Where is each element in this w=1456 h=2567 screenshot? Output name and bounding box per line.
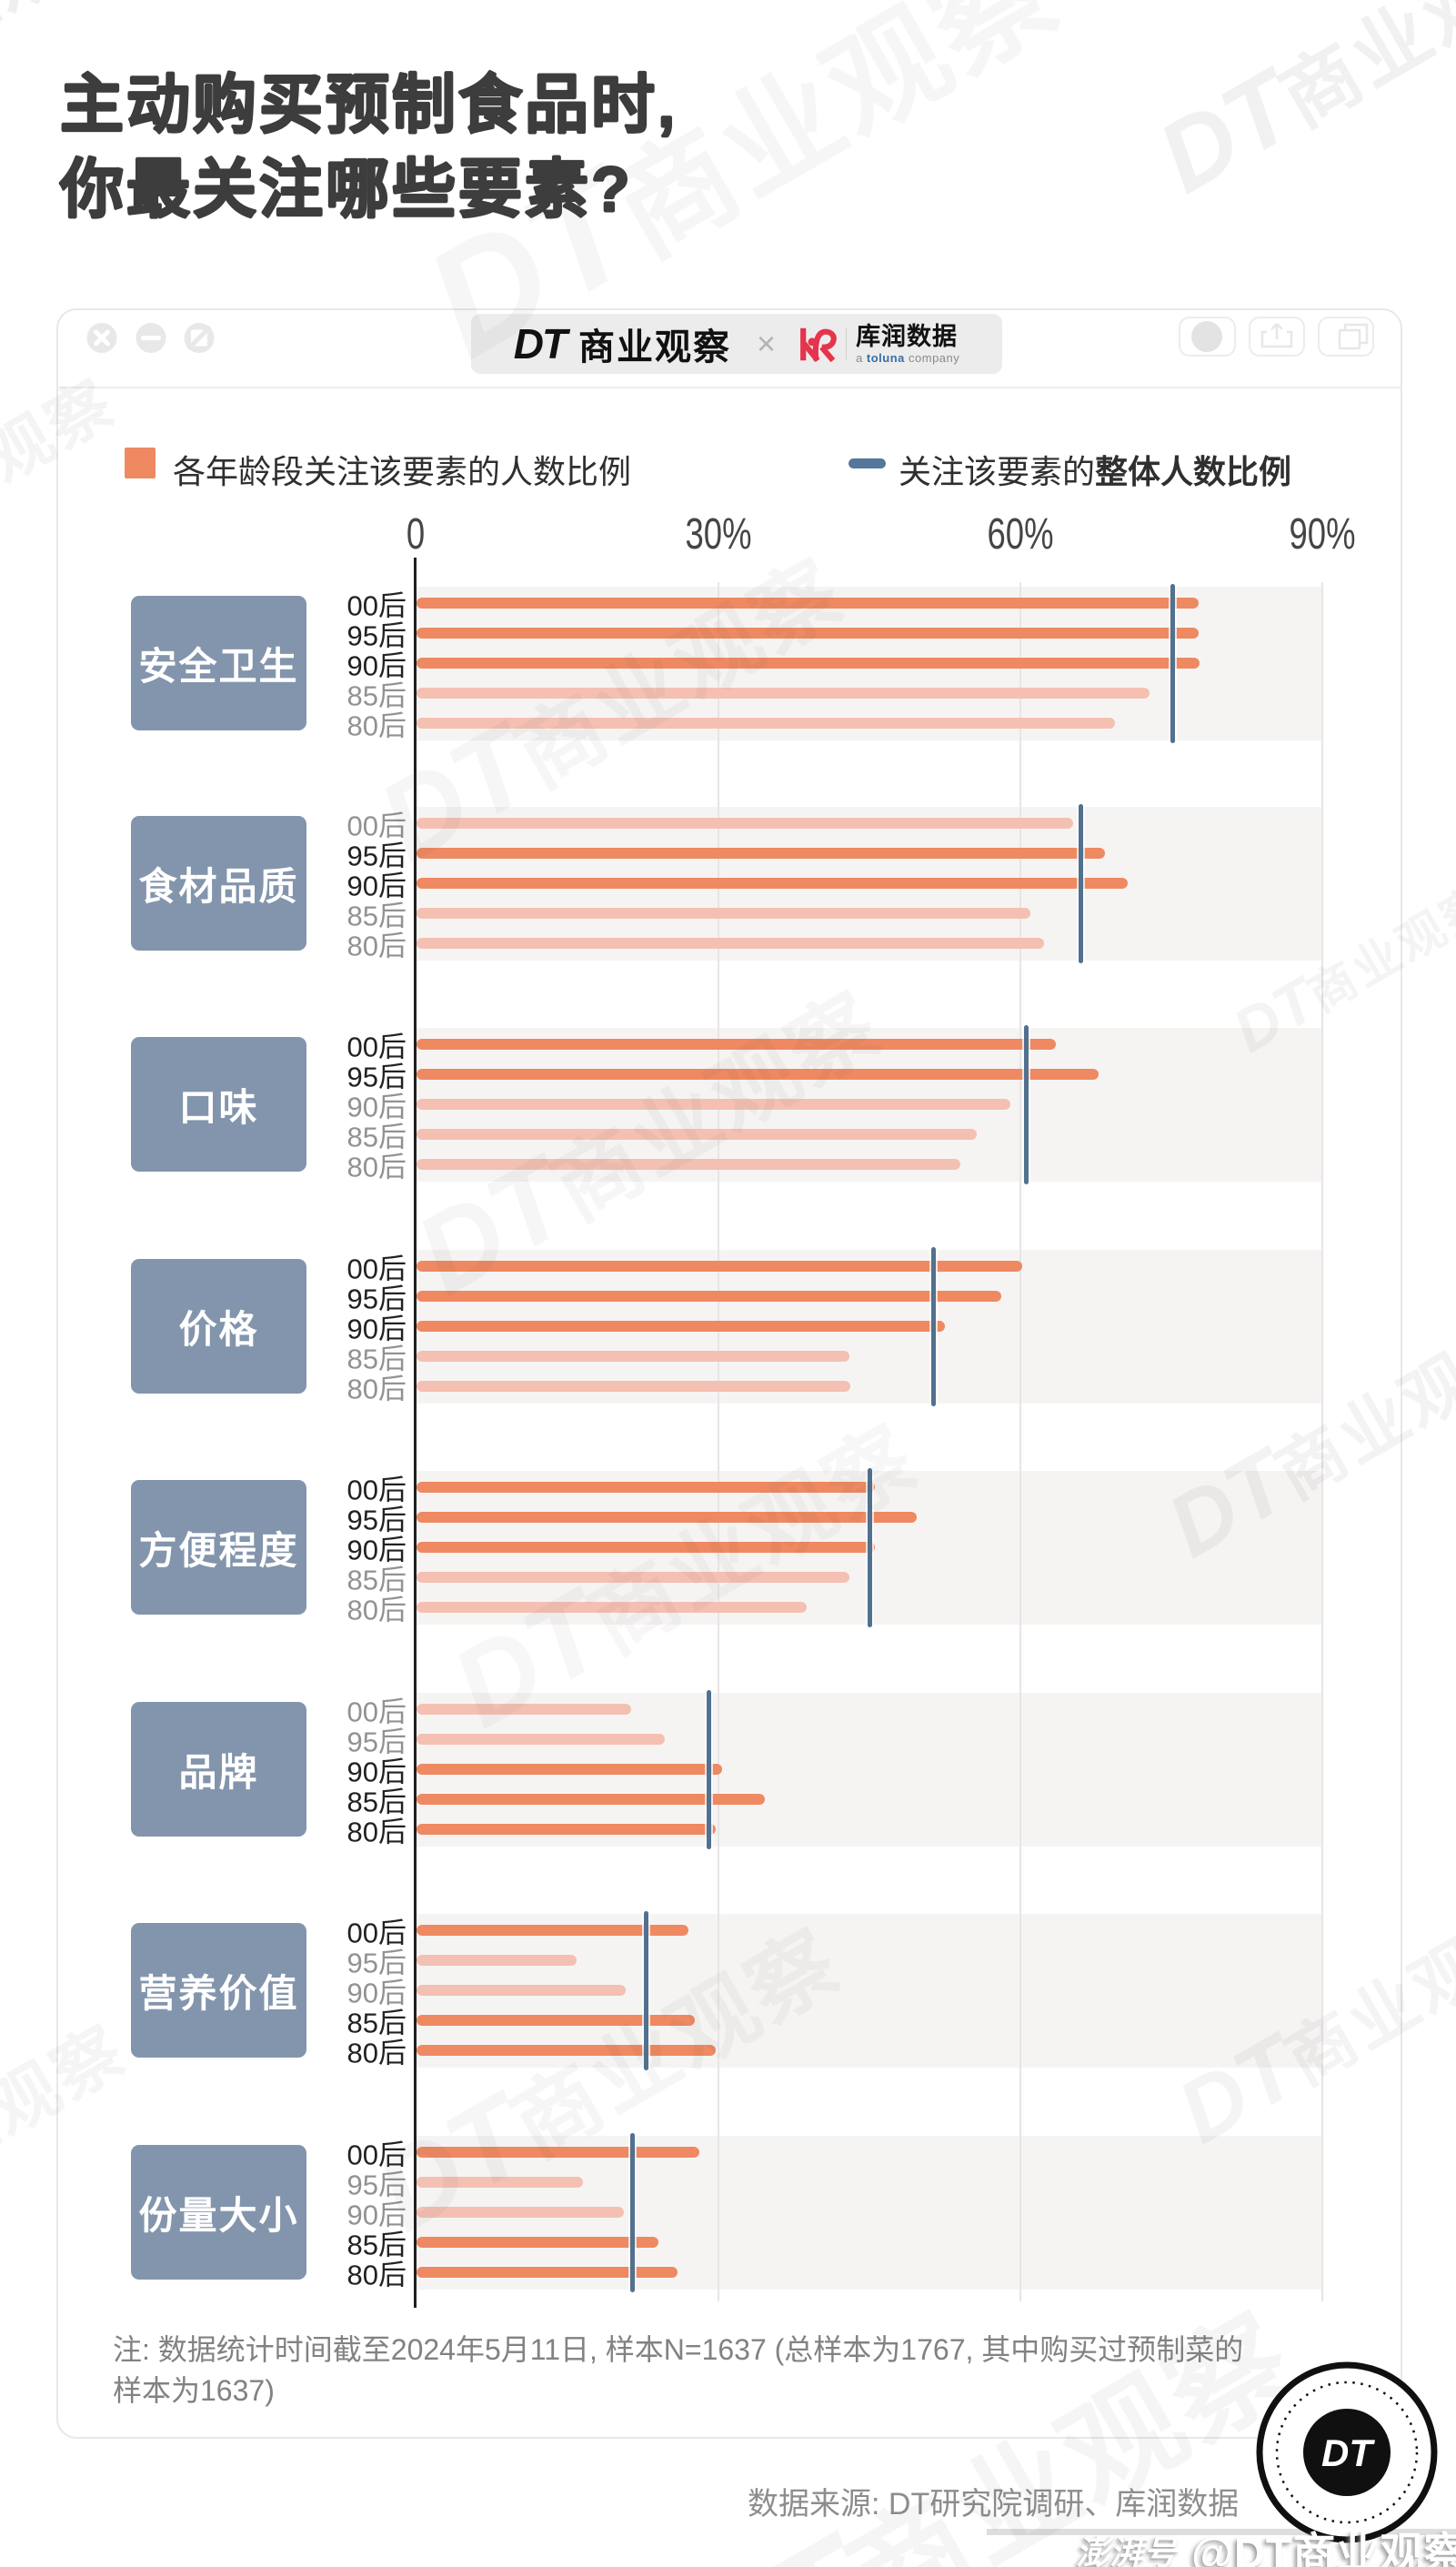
svg-text:DT: DT	[1321, 2431, 1375, 2474]
